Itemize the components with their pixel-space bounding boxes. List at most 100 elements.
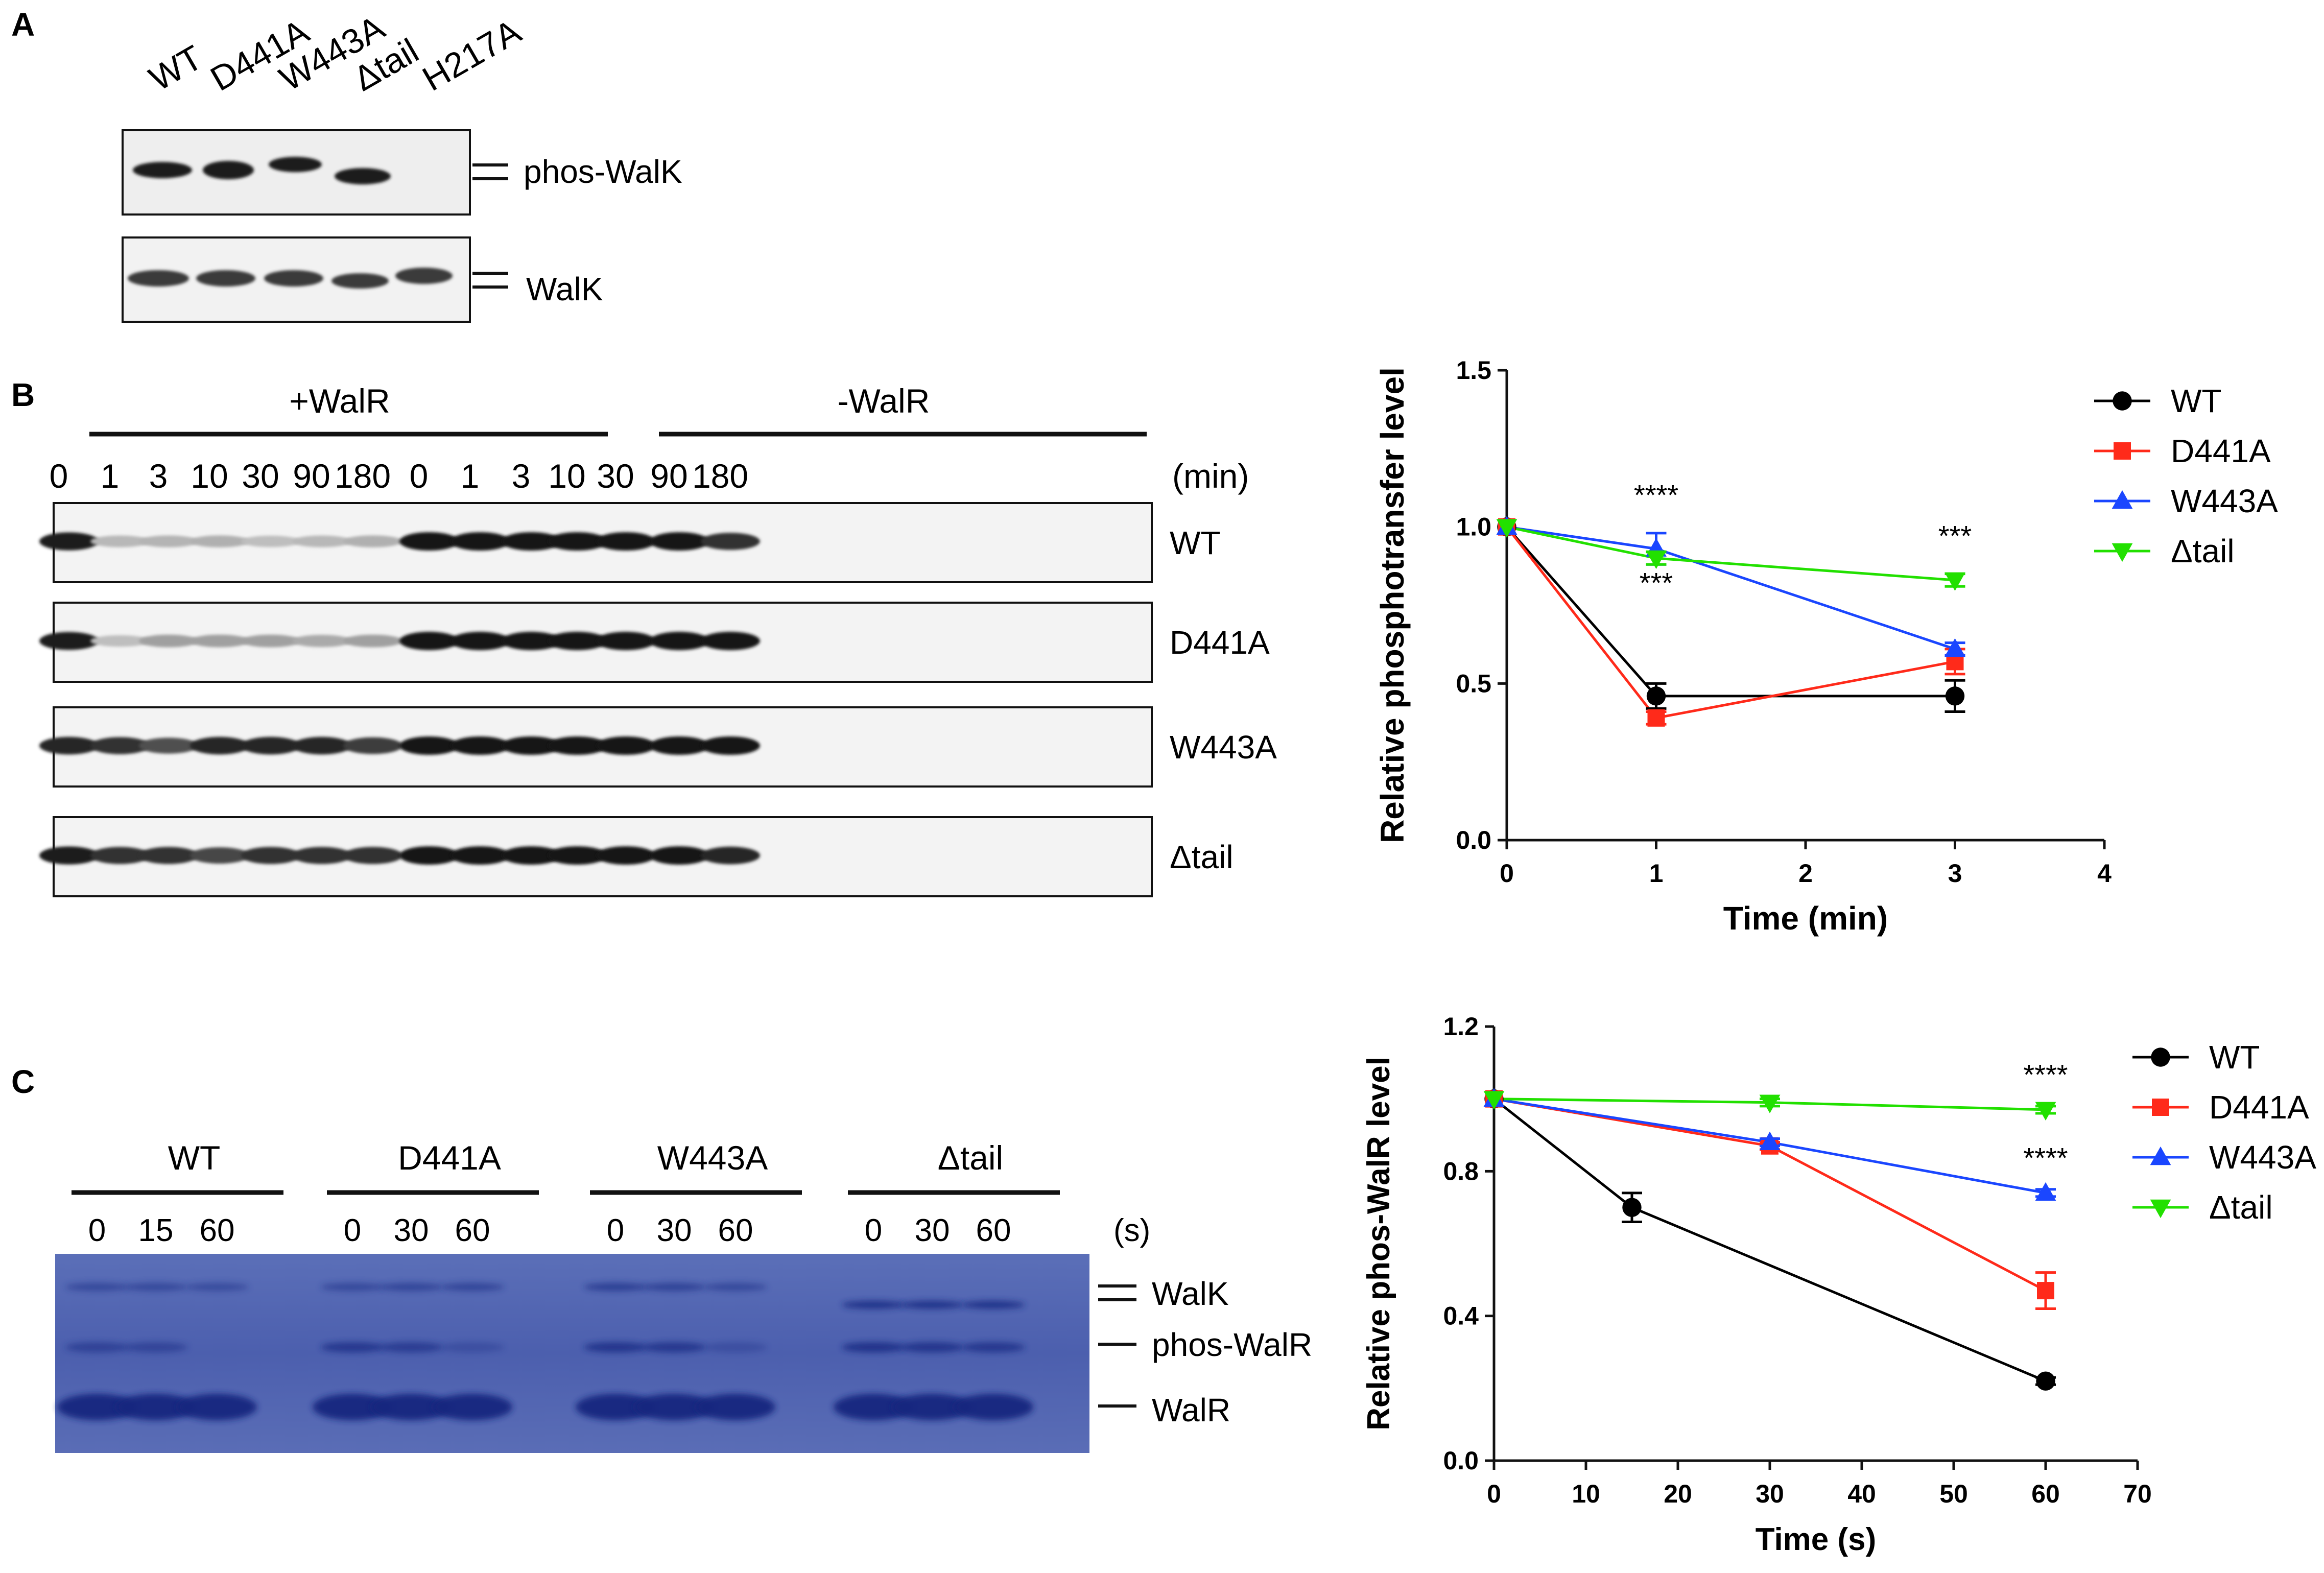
x-tick-label: 0 [1500, 859, 1514, 888]
gel-band-walr [371, 1394, 451, 1420]
time-label: 3 [512, 457, 531, 495]
band [39, 736, 99, 755]
gel-band-walr [116, 1394, 196, 1420]
x-tick-label: 3 [1948, 859, 1962, 888]
significance-label: **** [1634, 479, 1678, 511]
time-label: 15 [138, 1213, 174, 1248]
panel-a-lane-labels: WT D441A W443A Δtail H217A [143, 8, 528, 99]
blot-label: WalK [526, 271, 603, 307]
gel-band-walk [321, 1283, 384, 1291]
gel-band-phos-walr [900, 1342, 964, 1352]
series-line [1506, 526, 1955, 582]
gel-band-walr [892, 1394, 972, 1420]
data-point [1944, 638, 1965, 657]
time-label: 180 [335, 457, 391, 495]
group-label: D441A [398, 1139, 501, 1177]
y-axis-label: Relative phosphotransfer level [1374, 367, 1411, 843]
y-tick-label: 0.8 [1443, 1157, 1479, 1185]
data-point [1646, 686, 1666, 706]
band [292, 736, 351, 755]
legend-label: D441A [2209, 1089, 2309, 1126]
x-axis-label: Time (s) [1756, 1522, 1877, 1557]
band [502, 846, 561, 865]
band [650, 736, 709, 755]
x-tick-label: 50 [1939, 1480, 1968, 1508]
gel-band-walr [954, 1394, 1033, 1420]
band [139, 737, 198, 754]
panel-letter-a: A [11, 6, 35, 43]
gel-band-phos-walr [842, 1342, 905, 1352]
series-line [1506, 526, 1956, 651]
panel-a: A WT D441A W443A Δtail H217A phos-WalK [11, 6, 682, 323]
time-label: 30 [597, 457, 634, 495]
band [399, 532, 459, 551]
band [343, 737, 402, 754]
time-label: 60 [976, 1213, 1011, 1248]
data-point [1483, 1091, 1505, 1110]
band [399, 736, 459, 755]
band [596, 532, 655, 551]
chart-b: Relative phosphotransfer level Time (min… [1374, 356, 2278, 937]
x-tick-label: 4 [2097, 859, 2112, 888]
band [343, 634, 402, 648]
gel-band-phos-walr [321, 1342, 384, 1352]
panel-letter-c: C [11, 1063, 35, 1100]
gel-band-walr [834, 1394, 913, 1420]
panel-letter-b: B [11, 376, 35, 413]
time-label: 60 [718, 1213, 753, 1248]
unit-label: (s) [1113, 1213, 1150, 1248]
gel-band-walr [313, 1394, 392, 1420]
band [139, 847, 198, 864]
data-point [2150, 1199, 2171, 1219]
y-tick-label: 1.2 [1443, 1012, 1479, 1041]
legend-label: WT [2171, 383, 2222, 419]
time-label: 90 [293, 457, 330, 495]
band [343, 535, 402, 547]
gel-band-walk [185, 1283, 249, 1291]
time-label: 30 [242, 457, 279, 495]
band [90, 737, 150, 754]
y-tick-label: 0.5 [1456, 669, 1491, 698]
time-label: 60 [200, 1213, 235, 1248]
data-point [2112, 543, 2133, 562]
band [241, 535, 300, 547]
band [196, 270, 255, 287]
band [596, 632, 655, 650]
band [502, 532, 561, 551]
gel-band-phos-walr [584, 1342, 647, 1352]
gel-band-walr [696, 1394, 775, 1420]
time-label: 3 [149, 457, 168, 495]
panel-b-time-labels: 0 1 3 10 30 90 180 0 1 3 10 30 90 180 [50, 457, 748, 495]
data-point [2035, 1102, 2056, 1121]
chart-c: Relative phos-WalR level Time (s) 0 10 20 3… [1361, 1012, 2316, 1557]
y-tick-label: 1.5 [1456, 356, 1491, 385]
band [133, 162, 192, 178]
data-point [1646, 550, 1667, 569]
data-point [2036, 1371, 2055, 1391]
band [701, 533, 760, 550]
gel-band-phos-walr [124, 1342, 187, 1352]
gel-band-phos-walr [380, 1342, 443, 1352]
lane-label: WT [143, 38, 209, 99]
time-label: 180 [692, 457, 748, 495]
time-label: 30 [657, 1213, 692, 1248]
legend-label: D441A [2171, 433, 2271, 469]
significance-label: *** [1938, 519, 1972, 552]
data-point [2152, 1099, 2169, 1116]
gel-band-walr [177, 1394, 257, 1420]
gel-band-walk [842, 1301, 905, 1309]
band [548, 736, 607, 755]
time-label: 1 [101, 457, 120, 495]
band [139, 634, 198, 648]
group-label: WT [168, 1139, 221, 1177]
y-axis-label: Relative phos-WalR level [1361, 1057, 1396, 1431]
band [596, 846, 655, 865]
band [450, 736, 510, 755]
band [650, 846, 709, 865]
band [128, 270, 189, 287]
gel-band-walk [124, 1283, 187, 1291]
band [269, 157, 322, 172]
x-tick-label: 1 [1649, 859, 1664, 888]
legend-label: Δtail [2209, 1189, 2273, 1226]
